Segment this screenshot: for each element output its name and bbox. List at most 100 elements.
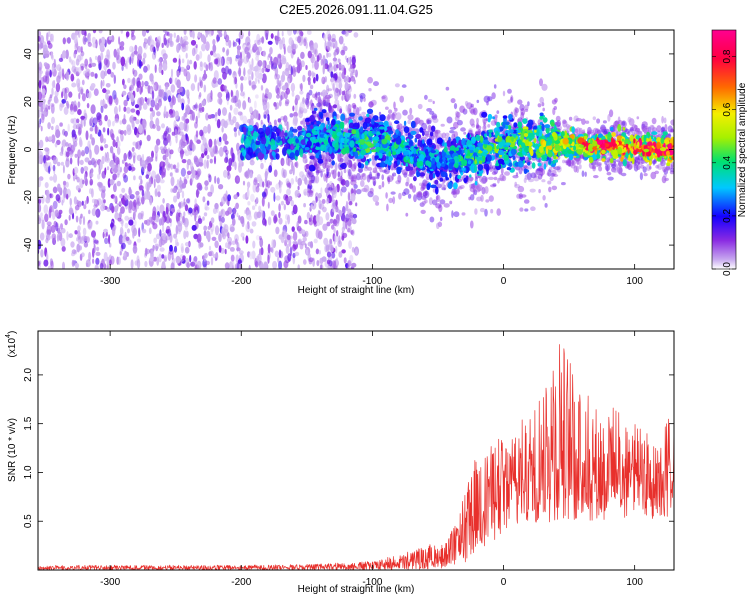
noise-speck (158, 98, 162, 107)
noise-speck (119, 226, 124, 235)
noise-speck (324, 40, 327, 51)
noise-speck (181, 159, 187, 164)
signal-speck (488, 195, 494, 202)
noise-speck (316, 55, 320, 62)
noise-speck (153, 84, 156, 90)
signal-speck (421, 200, 427, 205)
signal-speck (570, 164, 576, 169)
noise-speck (310, 214, 313, 221)
noise-speck (287, 30, 293, 36)
noise-speck (280, 74, 286, 83)
noise-speck (229, 247, 235, 252)
noise-speck (303, 188, 308, 196)
noise-speck (183, 211, 186, 218)
noise-speck (169, 244, 173, 252)
signal-speck (426, 119, 432, 125)
signal-speck (643, 173, 648, 177)
signal-speck (326, 99, 330, 103)
noise-speck (352, 68, 355, 74)
noise-speck (342, 206, 346, 215)
noise-speck (145, 30, 150, 34)
noise-speck (52, 173, 58, 183)
noise-speck (129, 208, 132, 214)
noise-speck (100, 105, 104, 114)
noise-speck (130, 53, 135, 62)
noise-speck (183, 198, 186, 206)
noise-speck (113, 74, 117, 85)
noise-speck (175, 255, 181, 264)
noise-speck (140, 179, 143, 185)
noise-speck (271, 239, 275, 249)
noise-speck (51, 125, 54, 131)
noise-speck (159, 229, 162, 237)
noise-speck (260, 119, 263, 125)
noise-speck (252, 205, 256, 210)
noise-speck (91, 157, 95, 163)
noise-speck (54, 209, 59, 218)
noise-speck (243, 171, 249, 178)
noise-speck (182, 215, 185, 224)
noise-speck (145, 174, 150, 180)
noise-speck (163, 256, 167, 263)
noise-speck (136, 255, 140, 264)
noise-speck (221, 196, 226, 205)
signal-speck (537, 173, 543, 180)
noise-speck (280, 200, 285, 206)
noise-speck (91, 36, 96, 44)
noise-speck (196, 233, 202, 244)
noise-speck (270, 210, 275, 217)
noise-speck (278, 53, 282, 59)
signal-speck (452, 188, 456, 195)
signal-speck (337, 177, 343, 182)
noise-speck (295, 161, 299, 169)
noise-speck (320, 58, 324, 66)
noise-speck (260, 247, 264, 256)
noise-speck (121, 159, 125, 164)
noise-speck (226, 165, 232, 172)
noise-speck (185, 223, 188, 231)
signal-speck (520, 108, 526, 116)
signal-speck (353, 93, 357, 99)
noise-speck (290, 82, 296, 92)
noise-speck (296, 225, 302, 232)
noise-speck (302, 118, 306, 128)
noise-speck (89, 127, 94, 132)
noise-speck (167, 214, 170, 224)
noise-speck (131, 122, 135, 130)
noise-speck (303, 259, 307, 265)
signal-speck (436, 222, 440, 229)
noise-speck (76, 243, 81, 253)
signal-speck (501, 175, 507, 182)
noise-speck (38, 178, 42, 188)
noise-speck (149, 256, 154, 262)
noise-speck (49, 193, 54, 199)
weak-band-speck (243, 126, 247, 136)
noise-speck (294, 192, 298, 198)
noise-speck (79, 136, 82, 146)
noise-speck (223, 224, 229, 233)
noise-speck (159, 247, 165, 252)
noise-speck (317, 192, 322, 199)
noise-speck (277, 30, 280, 40)
noise-speck (347, 191, 351, 202)
noise-speck (186, 174, 190, 179)
noise-speck (255, 234, 261, 241)
noise-speck (222, 107, 227, 116)
noise-speck (40, 249, 44, 258)
signal-speck (412, 185, 416, 193)
noise-speck (87, 42, 92, 47)
noise-speck (230, 89, 233, 98)
noise-speck (283, 203, 286, 211)
noise-speck (184, 150, 190, 157)
noise-speck (297, 36, 302, 44)
noise-speck (84, 146, 90, 155)
noise-speck (100, 204, 106, 212)
noise-speck (51, 87, 54, 96)
noise-speck (193, 155, 198, 163)
noise-speck (58, 209, 63, 215)
noise-speck (289, 113, 294, 118)
signal-speck (309, 155, 315, 160)
noise-speck (346, 75, 350, 83)
noise-speck (66, 146, 71, 152)
noise-speck (44, 182, 49, 189)
